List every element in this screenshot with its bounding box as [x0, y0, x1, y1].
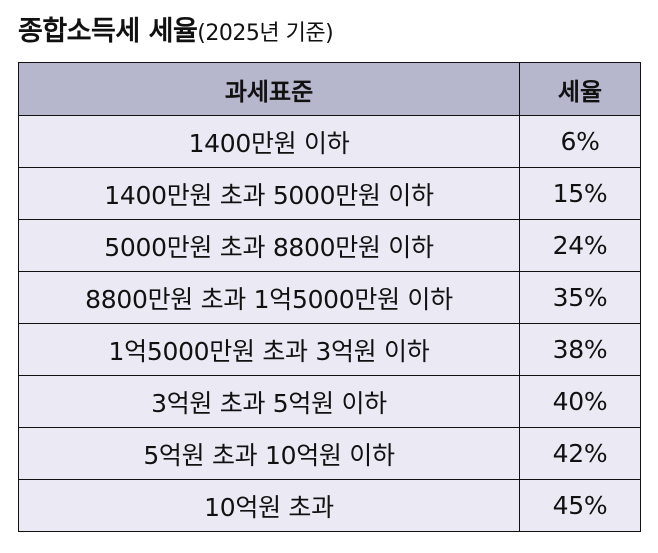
bracket-cell: 3억원 초과 5억원 이하 [18, 375, 520, 428]
rate-cell: 6% [519, 115, 641, 168]
header-tax-base: 과세표준 [18, 62, 520, 116]
title-main: 종합소득세 세율 [18, 16, 198, 47]
rate-cell: 15% [519, 167, 641, 220]
table-row: 1억5000만원 초과 3억원 이하 38% [18, 323, 641, 376]
rate-cell: 40% [519, 375, 641, 428]
table-row: 10억원 초과 45% [18, 479, 641, 532]
bracket-cell: 1400만원 초과 5000만원 이하 [18, 167, 520, 220]
bracket-cell: 5억원 초과 10억원 이하 [18, 427, 520, 480]
table-header-row: 과세표준 세율 [18, 62, 641, 116]
rate-cell: 35% [519, 271, 641, 324]
rate-cell: 38% [519, 323, 641, 376]
table-row: 1400만원 이하 6% [18, 115, 641, 168]
table-row: 3억원 초과 5억원 이하 40% [18, 375, 641, 428]
bracket-cell: 8800만원 초과 1억5000만원 이하 [18, 271, 520, 324]
bracket-cell: 1억5000만원 초과 3억원 이하 [18, 323, 520, 376]
table-row: 1400만원 초과 5000만원 이하 15% [18, 167, 641, 220]
page-title: 종합소득세 세율(2025년 기준) [18, 10, 334, 54]
table-row: 5억원 초과 10억원 이하 42% [18, 427, 641, 480]
title-subtitle: (2025년 기준) [197, 21, 334, 46]
rate-cell: 45% [519, 479, 641, 532]
bracket-cell: 5000만원 초과 8800만원 이하 [18, 219, 520, 272]
header-tax-rate: 세율 [519, 62, 641, 116]
table-row: 5000만원 초과 8800만원 이하 24% [18, 219, 641, 272]
bracket-cell: 10억원 초과 [18, 479, 520, 532]
rate-cell: 42% [519, 427, 641, 480]
bracket-cell: 1400만원 이하 [18, 115, 520, 168]
tax-rate-table: 과세표준 세율 1400만원 이하 6% 1400만원 초과 5000만원 이하… [18, 62, 641, 532]
table-row: 8800만원 초과 1억5000만원 이하 35% [18, 271, 641, 324]
rate-cell: 24% [519, 219, 641, 272]
